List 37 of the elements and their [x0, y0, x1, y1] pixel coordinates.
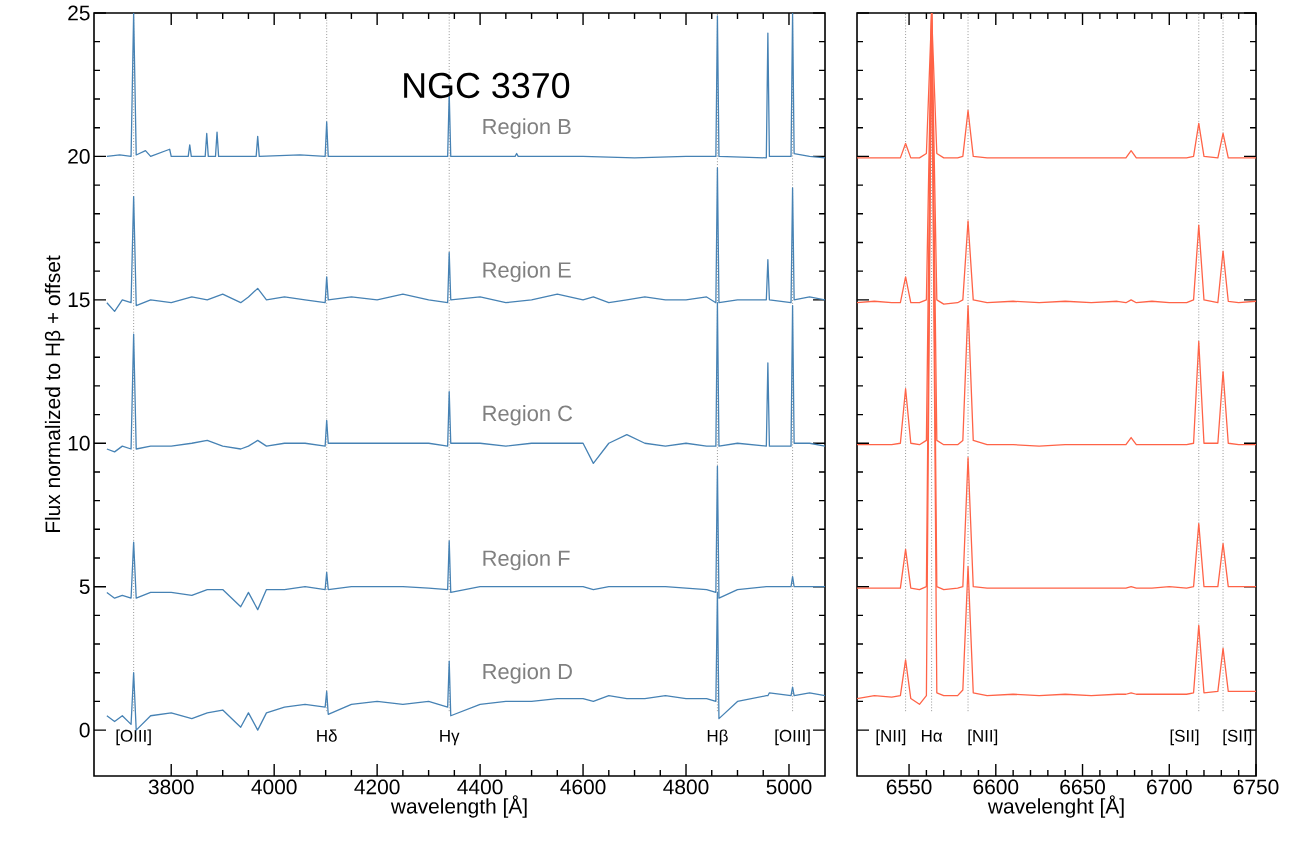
- series-label: Region D: [483, 663, 572, 684]
- x-tick-label: 3800: [148, 779, 194, 795]
- text: NGC 3370: [404, 72, 570, 99]
- x-tick-label: 4800: [663, 779, 709, 795]
- y-tick-label: 5: [79, 579, 90, 594]
- series-label: Region B: [483, 118, 571, 139]
- ref-line-label: [NII]: [968, 729, 998, 746]
- x-tick-label: 6600: [973, 779, 1019, 795]
- y-axis-title: Flux normalized to Hβ + offset: [44, 255, 65, 533]
- series-label: Region F: [483, 549, 570, 571]
- ref-line-label: Hγ: [440, 730, 460, 746]
- x-axis-title: wavelength [Å]: [390, 795, 527, 818]
- y-tick-label: 25: [68, 5, 90, 21]
- y-tick-label: 0: [79, 722, 90, 738]
- ref-line-label: Hδ: [317, 729, 337, 742]
- ref-line-label: [SII]: [1170, 729, 1199, 746]
- ref-line-label: [NII]: [876, 729, 906, 746]
- x-tick-label: 4600: [560, 779, 606, 795]
- y-tick-label: 15: [68, 292, 90, 308]
- x-tick-label: 6700: [1147, 779, 1192, 795]
- y-tick-label: 20: [68, 149, 90, 164]
- x-tick-label: 6650: [1060, 779, 1105, 795]
- ref-line-label: [SII]: [1223, 729, 1252, 746]
- y-tick-label: 10: [68, 435, 90, 451]
- x-tick-label: 6750: [1233, 779, 1279, 795]
- ref-line-label: [OIII]: [116, 729, 151, 746]
- x-tick-label: 5000: [766, 779, 812, 795]
- ref-line-label: [OIII]: [775, 729, 810, 746]
- ref-line-label: Hα: [921, 730, 943, 742]
- x-tick-label: 4400: [457, 779, 503, 795]
- x-tick-label: 4200: [354, 779, 400, 795]
- x-tick-label: 4000: [251, 779, 297, 795]
- series-label: Region C: [483, 405, 573, 426]
- series-label: Region E: [483, 261, 571, 283]
- x-tick-label: 6550: [886, 779, 932, 795]
- ref-line-label: Hβ: [707, 729, 728, 746]
- x-axis-title: wavelenght [Å]: [987, 795, 1124, 818]
